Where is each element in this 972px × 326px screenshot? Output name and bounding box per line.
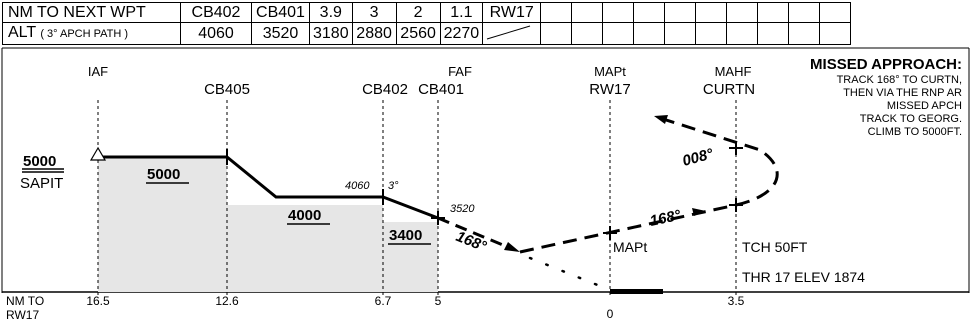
mahf-label: MAHF	[715, 64, 752, 79]
faf-label: FAF	[448, 64, 472, 79]
waypoint-table: NM TO NEXT WPT CB402 CB401 3.9 3 2 1.1 R…	[2, 2, 852, 45]
altitude-3520-label: 3520	[450, 203, 475, 215]
altitude-label: ALT	[8, 24, 36, 41]
curtn-label: CURTN	[703, 81, 755, 98]
threshold-elevation-label: THR 17 ELEV 1874	[742, 269, 865, 285]
distance-tick-label: 3.5	[728, 294, 745, 308]
turn-arrowhead-icon	[654, 115, 668, 124]
missed-approach-line: TRACK TO GEORG.	[860, 113, 962, 125]
segment-altitude-1: 5000	[147, 166, 180, 183]
iaf-triangle-icon	[89, 146, 107, 161]
tch-label: TCH 50FT	[742, 239, 808, 255]
table-cell: 2560	[395, 22, 441, 45]
mapt-low-label: MAPt	[613, 239, 647, 255]
table-cell: 3520	[251, 22, 310, 45]
missed-turn-track	[659, 116, 779, 207]
table-cell: 4060	[180, 22, 252, 45]
mapt-top-label: MAPt	[594, 64, 626, 79]
cb401-label: CB401	[418, 81, 464, 98]
sapit-altitude: 5000	[23, 153, 56, 170]
altitude-sub-label: ( 3° APCH PATH )	[40, 28, 129, 40]
distance-axis-title-2: RW17	[6, 308, 39, 322]
row-header-altitude: ALT ( 3° APCH PATH )	[2, 22, 181, 45]
distance-tick-label: 12.6	[215, 294, 239, 308]
distance-axis-title-1: NM TO	[6, 294, 44, 308]
turn-course-label: 008°	[681, 145, 716, 170]
table-cell: 2880	[351, 22, 397, 45]
inbound-arrowhead-icon	[504, 242, 520, 252]
distance-tick-label: 5	[435, 294, 442, 308]
rw17-label: RW17	[589, 81, 630, 98]
table-cell: 3180	[309, 22, 353, 45]
distance-tick-label: 0	[607, 307, 614, 321]
descent-profile	[98, 155, 439, 220]
missed-approach-title: MISSED APPROACH:	[810, 56, 962, 73]
sapit-name: SAPIT	[20, 175, 63, 192]
table-cell-empty	[819, 22, 852, 45]
missed-approach-line: TRACK 168° TO CURTN,	[837, 74, 962, 86]
glide-angle-label: 3°	[388, 180, 399, 192]
missed-approach-line: CLIMB TO 5000FT.	[868, 126, 962, 138]
cb402-label: CB402	[362, 81, 408, 98]
segment-altitude-3: 3400	[389, 227, 422, 244]
minimum-altitude-area	[98, 157, 438, 292]
distance-tick-label: 6.7	[375, 294, 392, 308]
diagonal-slash	[487, 25, 531, 40]
missed-approach-line: THEN VIA THE RNP AR	[843, 87, 962, 99]
table-row-altitude: ALT ( 3° APCH PATH ) 4060 3520 3180 2880…	[2, 22, 852, 45]
distance-tick-label: 16.5	[86, 294, 110, 308]
missed-arrowhead-icon	[692, 208, 706, 216]
visual-segment-dots	[528, 256, 607, 290]
runway-bar	[610, 289, 663, 294]
inbound-course-label: 168°	[454, 228, 490, 256]
missed-course-label: 168°	[648, 207, 683, 230]
altitude-4060-label: 4060	[345, 180, 370, 192]
missed-approach-line: MISSED APCH	[887, 100, 962, 112]
table-cell-slash	[482, 22, 542, 45]
cb405-label: CB405	[204, 81, 250, 98]
iaf-label: IAF	[88, 64, 108, 79]
segment-altitude-2: 4000	[288, 207, 321, 224]
inbound-course-line	[437, 216, 511, 250]
